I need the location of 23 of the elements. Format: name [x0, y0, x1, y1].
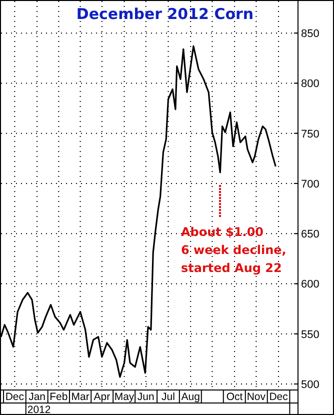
y-tick-label: 500: [301, 378, 320, 391]
y-tick-label: 550: [301, 328, 320, 341]
x-tick-label: Dec: [269, 391, 288, 403]
x-tick-label: Mar: [71, 391, 90, 403]
text: 2012: [27, 404, 51, 415]
x-tick-label: Jun: [137, 391, 155, 403]
x-tick-label: May: [114, 391, 135, 403]
x-tick-label: Nov: [246, 391, 266, 403]
x-tick-label: Aug: [181, 391, 200, 403]
y-tick-label: 800: [301, 78, 320, 90]
x-tick-label: Apr: [94, 391, 111, 403]
x-tick-label: Jul: [162, 391, 175, 403]
x-tick-label: Dec: [5, 391, 24, 403]
y-tick-label: 850: [301, 28, 320, 40]
y-tick-label: 600: [301, 278, 320, 291]
x-tick-label: Jan: [28, 391, 46, 403]
chart-title: December 2012 Corn: [76, 5, 254, 23]
y-tick-label: 650: [301, 228, 320, 241]
y-tick-label: 750: [301, 128, 320, 140]
annotation: About $1.00 6 week decline, started Aug 22: [181, 225, 286, 275]
x-tick-label: Oct: [226, 391, 243, 403]
y-tick-label: 700: [301, 178, 320, 190]
x-tick-label: Feb: [50, 391, 68, 403]
